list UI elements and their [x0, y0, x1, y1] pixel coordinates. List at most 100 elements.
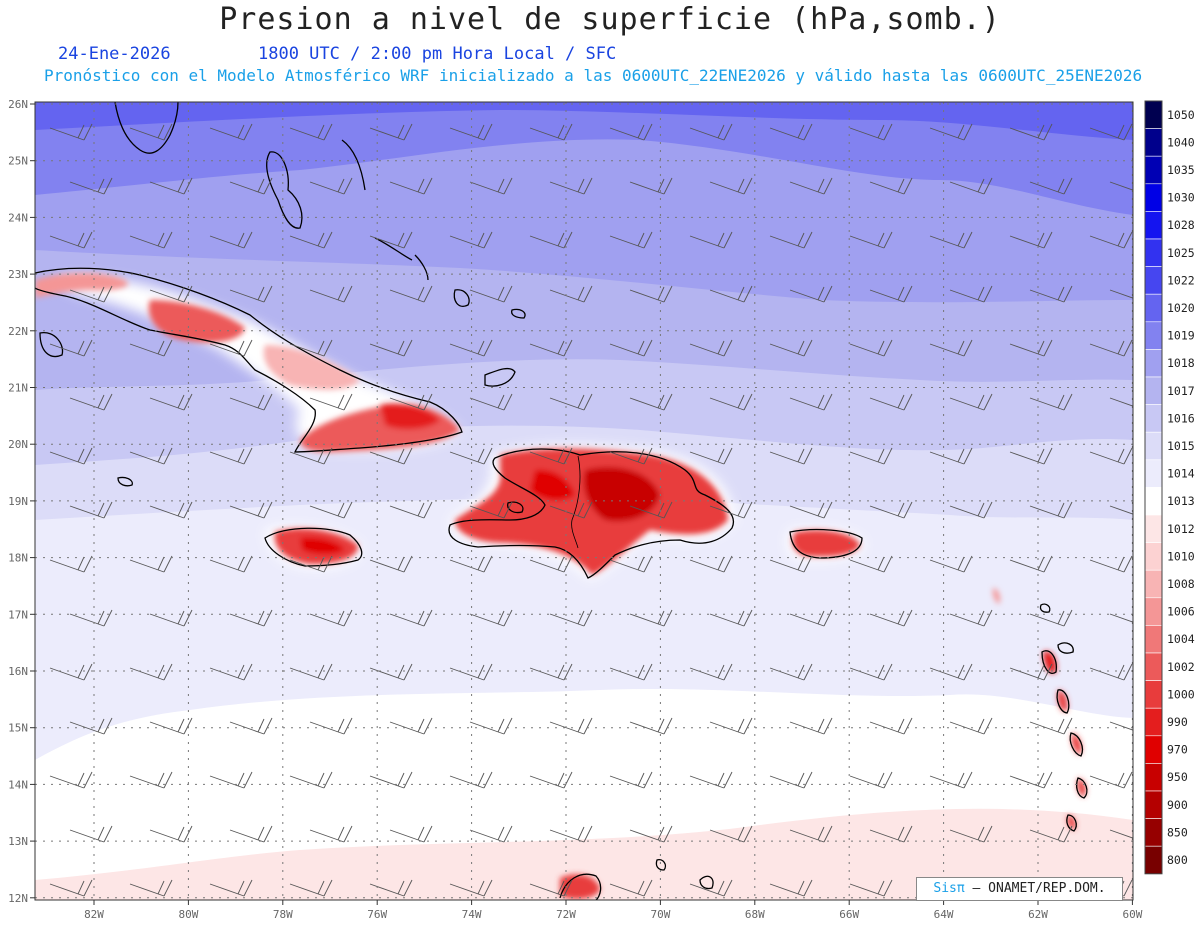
wind-barb [369, 231, 413, 249]
wind-barb [129, 879, 173, 897]
wind-barb [1029, 825, 1073, 843]
lon-label: 72W [556, 908, 576, 921]
wind-barb [629, 285, 673, 303]
wind-barb [129, 123, 173, 141]
wind-barb [309, 285, 353, 303]
wind-barb [689, 231, 733, 249]
wind-barb [449, 771, 493, 789]
legend-swatch [1144, 100, 1163, 129]
wind-barb [1109, 721, 1133, 731]
wind-barb [709, 717, 753, 735]
wind-barb [929, 555, 973, 573]
lon-label: 78W [273, 908, 293, 921]
wind-barb [949, 717, 993, 735]
wind-barb [529, 879, 573, 897]
wind-barb [929, 231, 973, 249]
lon-label: 68W [745, 908, 765, 921]
wind-barb [1109, 613, 1133, 623]
wind-barb [769, 123, 813, 141]
wind-barb [1109, 289, 1133, 299]
wind-barb [209, 879, 253, 897]
legend-label: 970 [1167, 743, 1188, 757]
wind-barb [69, 177, 113, 195]
wind-barb [289, 231, 333, 249]
legend-label: 1050 [1167, 108, 1195, 122]
wind-barb [609, 663, 653, 681]
wind-barb [929, 663, 973, 681]
wind-barb [949, 285, 993, 303]
lat-label: 21N [8, 382, 28, 395]
wind-barb [389, 393, 433, 411]
legend-swatch [1144, 404, 1163, 433]
wind-barb [549, 393, 593, 411]
lat-lon-grid [35, 102, 1133, 900]
wind-barb [629, 501, 673, 519]
legend-swatch [1144, 321, 1163, 350]
wind-barb [929, 123, 973, 141]
wind-barb [229, 393, 273, 411]
longitude-labels: 82W 80W 78W 76W 74W 72W 70W 68W 66W 64W 62W 60W [84, 900, 1143, 921]
lat-label: 15N [8, 722, 28, 735]
wind-barb [1029, 177, 1073, 195]
lat-label: 24N [8, 211, 28, 224]
wind-barb [209, 123, 253, 141]
wind-barb [709, 501, 753, 519]
wind-barb [449, 555, 493, 573]
wind-barb [469, 825, 513, 843]
legend-label: 1028 [1167, 218, 1195, 232]
wind-barb [609, 771, 653, 789]
wind-barb [869, 717, 913, 735]
wind-barb [529, 447, 573, 465]
wind-barb [449, 447, 493, 465]
wind-barb [709, 393, 753, 411]
wind-barb [449, 231, 493, 249]
wind-barb [289, 555, 333, 573]
lat-label: 26N [8, 98, 28, 111]
wind-barb [869, 177, 913, 195]
wind-barb [869, 609, 913, 627]
wind-barb [49, 555, 93, 573]
wind-barb [469, 717, 513, 735]
legend-label: 1006 [1167, 605, 1195, 619]
wind-barb [389, 501, 433, 519]
wind-barb [1109, 505, 1133, 515]
credit-org: – ONAMET/REP.DOM. [964, 881, 1106, 896]
wind-barb [69, 609, 113, 627]
wind-barb [709, 609, 753, 627]
legend-swatch [1144, 569, 1163, 599]
wind-barb [49, 447, 93, 465]
legend-label: 1013 [1167, 494, 1195, 508]
wind-barb [469, 177, 513, 195]
wind-barb [149, 609, 193, 627]
wind-barb [849, 447, 893, 465]
wind-barb [1009, 123, 1053, 141]
wind-barb [1109, 397, 1133, 407]
legend-swatch [1144, 431, 1163, 461]
legend-label: 1015 [1167, 439, 1195, 453]
lon-label: 70W [650, 908, 670, 921]
wind-barb [609, 339, 653, 357]
legend-swatch [1144, 845, 1163, 875]
wind-barb [769, 663, 813, 681]
wind-barb [949, 825, 993, 843]
wind-barb [609, 879, 653, 897]
wind-barb [1089, 123, 1133, 141]
wind-barb [289, 771, 333, 789]
wind-barb [709, 825, 753, 843]
lon-label: 62W [1028, 908, 1048, 921]
wind-barb [549, 717, 593, 735]
wind-barb [1089, 663, 1133, 681]
legend-label: 1022 [1167, 273, 1195, 287]
wind-barb [689, 771, 733, 789]
wind-barb [1009, 339, 1053, 357]
wind-barb [689, 123, 733, 141]
wind-barb [769, 879, 813, 897]
wind-barb [369, 123, 413, 141]
wind-barb [789, 717, 833, 735]
wind-barb [209, 447, 253, 465]
wind-barb [629, 609, 673, 627]
wind-barb [849, 879, 893, 897]
wind-barb [1089, 771, 1133, 789]
legend-swatch [1144, 680, 1163, 709]
